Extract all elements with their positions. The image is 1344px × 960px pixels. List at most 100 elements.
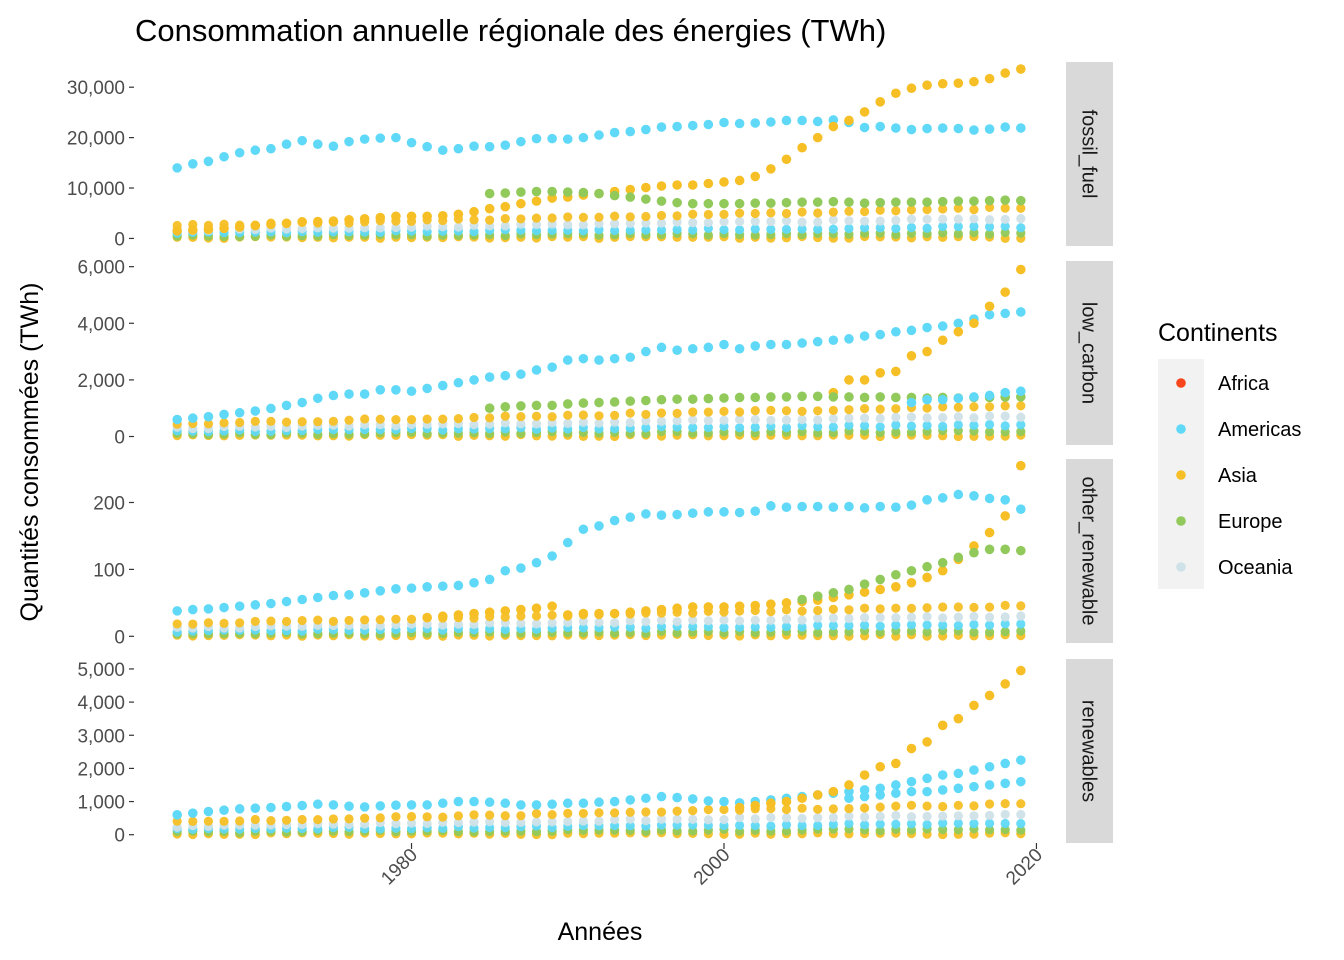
data-point: [984, 799, 995, 809]
data-point: [453, 377, 464, 388]
data-point: [1016, 545, 1026, 556]
data-point: [297, 397, 307, 408]
data-point: [719, 623, 729, 633]
data-point: [766, 615, 776, 626]
series-asia: [828, 264, 1026, 398]
data-point: [766, 599, 776, 609]
data-point: [937, 123, 948, 133]
data-point: [422, 581, 432, 592]
data-point: [406, 414, 417, 425]
data-point: [875, 392, 886, 402]
legend-key: [1176, 378, 1186, 388]
data-point: [969, 125, 979, 135]
data-point: [734, 392, 745, 403]
data-point: [281, 815, 292, 825]
data-point: [797, 501, 807, 512]
data-point: [594, 808, 604, 818]
data-point: [984, 309, 995, 320]
data-point: [484, 372, 495, 382]
data-point: [875, 819, 885, 829]
low-value-cluster: [172, 600, 1026, 641]
data-point: [1000, 214, 1010, 225]
data-point: [813, 406, 823, 416]
data-point: [437, 611, 448, 622]
data-point: [422, 812, 432, 822]
data-point: [531, 809, 542, 819]
data-point: [953, 825, 963, 835]
data-point: [703, 415, 713, 426]
data-point: [797, 606, 807, 616]
data-point: [1016, 626, 1026, 636]
data-point: [453, 209, 464, 220]
y-tick-label: 200: [93, 493, 125, 514]
data-point: [875, 223, 885, 233]
data-point: [359, 588, 370, 598]
data-point: [859, 812, 870, 822]
data-point: [828, 812, 838, 823]
data-point: [203, 419, 214, 429]
data-point: [563, 808, 573, 818]
data-point: [1000, 195, 1010, 205]
data-point: [984, 527, 995, 538]
data-point: [937, 196, 948, 207]
data-point: [812, 591, 823, 601]
data-point: [172, 414, 182, 425]
data-point: [953, 620, 963, 631]
data-point: [687, 602, 698, 612]
data-point: [906, 351, 917, 361]
data-point: [281, 596, 292, 607]
data-point: [516, 618, 526, 628]
data-point: [922, 403, 932, 413]
data-point: [516, 817, 526, 827]
data-point: [1016, 611, 1026, 621]
data-point: [531, 219, 542, 230]
data-point: [672, 180, 682, 190]
data-point: [578, 220, 588, 230]
data-point: [609, 127, 620, 138]
data-point: [906, 205, 917, 215]
data-point: [594, 418, 604, 428]
data-point: [610, 808, 620, 818]
y-tick-label: 3,000: [77, 726, 125, 747]
data-point: [703, 815, 713, 825]
data-point: [281, 616, 292, 627]
facet-other-renewable: 0 100 200 other_renewable: [93, 459, 1113, 648]
data-point: [844, 793, 854, 804]
data-point: [844, 786, 854, 797]
data-point: [813, 820, 823, 831]
data-point: [969, 204, 979, 215]
data-point: [500, 411, 510, 421]
data-point: [984, 229, 995, 239]
data-point: [484, 797, 495, 808]
data-point: [906, 325, 917, 336]
data-point: [859, 770, 870, 780]
data-point: [235, 417, 245, 428]
data-point: [719, 117, 729, 128]
data-point: [703, 796, 714, 806]
data-point: [828, 604, 838, 614]
data-point: [922, 801, 932, 811]
data-point: [437, 145, 448, 156]
data-point: [234, 147, 245, 158]
data-point: [547, 799, 557, 810]
data-point: [750, 406, 760, 416]
data-point: [531, 365, 542, 375]
data-point: [469, 375, 479, 385]
data-point: [266, 598, 276, 609]
data-point: [391, 584, 401, 594]
data-point: [484, 607, 495, 618]
data-point: [953, 78, 964, 88]
data-point: [672, 422, 682, 432]
data-point: [484, 141, 495, 152]
data-point: [672, 416, 682, 426]
data-point: [922, 223, 932, 233]
data-point: [266, 816, 276, 826]
data-point: [844, 334, 854, 344]
data-point: [750, 615, 760, 625]
data-point: [891, 123, 901, 133]
data-point: [953, 818, 963, 828]
data-point: [281, 801, 292, 812]
data-point: [641, 395, 651, 406]
data-point: [922, 346, 932, 357]
data-point: [937, 321, 948, 331]
